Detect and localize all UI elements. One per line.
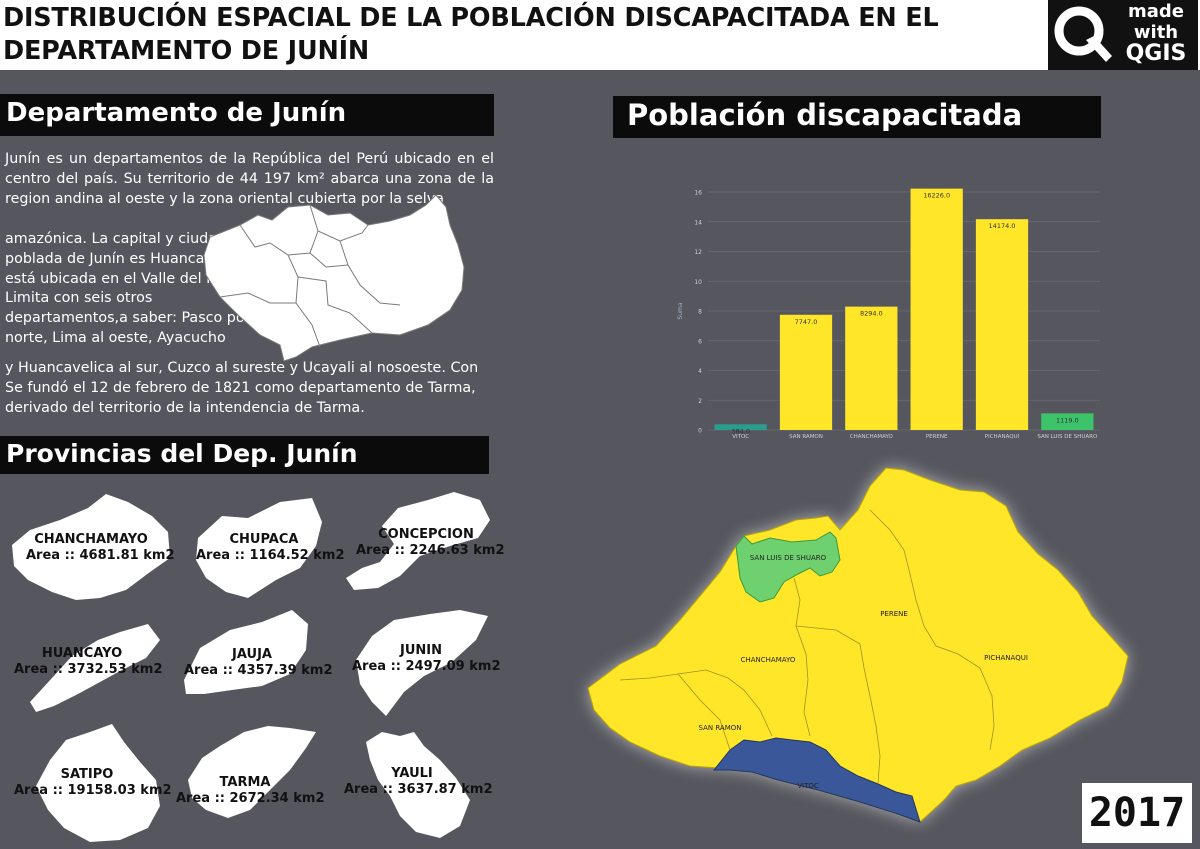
x-tick-label: SAN LUIS DE SHUARO [1037, 434, 1098, 440]
map-label-san-luis-de-shuaro: SAN LUIS DE SHUARO [750, 554, 827, 562]
dept-heading-banner: Departamento de Junín [0, 94, 494, 136]
province-shape-chanchamayo [12, 494, 170, 600]
province-shapes [12, 492, 490, 842]
y-tick-label: 8 [698, 309, 702, 316]
bar-value-label: 8294.0 [860, 310, 883, 318]
x-tick-label: PERENE [926, 434, 948, 440]
chart-heading: Población discapacitada [627, 98, 1023, 132]
bar [1041, 413, 1094, 430]
province-label-yauli: YAULI Area :: 3637.87 km2 [344, 766, 493, 797]
x-tick-label: VITOC [732, 434, 749, 440]
main-title-line2: DEPARTAMENTO DE JUNÍN [3, 36, 370, 66]
y-tick-label: 0 [698, 428, 702, 435]
map-label-chanchamayo: CHANCHAMAYO [741, 656, 796, 664]
junin-outline-map [203, 194, 465, 362]
bar [845, 306, 898, 430]
province-label-huancayo: HUANCAYO Area :: 3732.53 km2 [14, 646, 163, 677]
x-tick-label: CHANCHAMAYO [850, 434, 894, 440]
chart-heading-banner: Población discapacitada [613, 96, 1101, 138]
title-bar: DISTRIBUCIÓN ESPACIAL DE LA POBLACIÓN DI… [0, 0, 1200, 70]
province-shape-concepcion [346, 492, 490, 590]
logo-line3: QGIS [1125, 41, 1187, 66]
province-label-junin: JUNIN Area :: 2497.09 km2 [352, 643, 501, 674]
province-shape-tarma [188, 726, 316, 818]
dept-text-top: Junín es un departamentos de la Repúblic… [5, 151, 494, 207]
qgis-logo: made with QGIS [1048, 0, 1198, 70]
map-label-san-ramon: SAN RAMON [699, 724, 742, 732]
main-title-line1: DISTRIBUCIÓN ESPACIAL DE LA POBLACIÓN DI… [3, 3, 939, 33]
year-label: 2017 [1082, 783, 1192, 843]
qgis-q-icon [1054, 6, 1112, 62]
dept-text-bottom: y Huancavelica al sur, Cuzco al sureste … [5, 360, 479, 416]
y-tick-label: 6 [698, 338, 702, 345]
province-label-satipo: SATIPO Area :: 19158.03 km2 [14, 767, 172, 798]
map-label-vitoc: VITOC [797, 782, 819, 790]
x-tick-label: SAN RAMON [789, 434, 823, 440]
province-label-concepcion: CONCEPCION Area :: 2246.63 km2 [356, 527, 505, 558]
y-tick-label: 12 [694, 249, 702, 256]
map-label-pichanaqui: PICHANAQUI [984, 654, 1028, 662]
y-tick-label: 2 [698, 398, 702, 405]
bar-value-label: 7747.0 [795, 318, 818, 326]
y-tick-label: 16 [694, 190, 702, 197]
province-shape-chupaca [196, 498, 322, 598]
bar-value-label: 1119.0 [1056, 416, 1079, 424]
x-tick-label: PICHANAQUI [985, 434, 1020, 440]
prov-heading-banner: Provincias del Dep. Junín [0, 436, 489, 474]
province-label-chanchamayo: CHANCHAMAYO Area :: 4681.81 km2 [26, 532, 175, 563]
province-shape-yauli [366, 732, 470, 838]
map-san-luis-de-shuaro [735, 531, 841, 603]
bar [975, 219, 1029, 430]
district-map: SAN LUIS DE SHUARO PERENE CHANCHAMAYO PI… [587, 467, 1129, 823]
bar-value-label: 14174.0 [989, 222, 1016, 230]
bar [714, 424, 767, 430]
bar-value-label: 384.0 [731, 427, 750, 435]
map-yellow-region [587, 467, 1129, 823]
main-title: DISTRIBUCIÓN ESPACIAL DE LA POBLACIÓN DI… [3, 2, 1033, 68]
y-tick-label: 4 [698, 368, 702, 375]
province-label-chupaca: CHUPACA Area :: 1164.52 km2 [196, 532, 345, 563]
bar [779, 314, 833, 430]
bar [910, 188, 963, 430]
logo-line1: made [1128, 1, 1184, 22]
province-shape-satipo [36, 724, 160, 842]
logo-line2: with [1133, 22, 1179, 43]
y-axis-label: Suma [677, 302, 684, 319]
province-shape-junin [356, 610, 488, 716]
province-shape-huancayo [30, 624, 160, 712]
province-label-tarma: TARMA Area :: 2672.34 km2 [176, 775, 325, 806]
y-tick-label: 14 [694, 219, 702, 226]
province-label-jauja: JAUJA Area :: 4357.39 km2 [184, 647, 333, 678]
dept-heading: Departamento de Junín [6, 98, 347, 128]
y-tick-label: 10 [694, 279, 702, 286]
logo-text: made with QGIS [1114, 1, 1198, 66]
dept-text-left: amazónica. La capital y ciudad más pobla… [5, 231, 270, 346]
bar-value-label: 16226.0 [923, 192, 950, 200]
province-shape-jauja [184, 610, 308, 694]
prov-heading: Provincias del Dep. Junín [6, 439, 358, 468]
map-label-perene: PERENE [880, 610, 908, 618]
